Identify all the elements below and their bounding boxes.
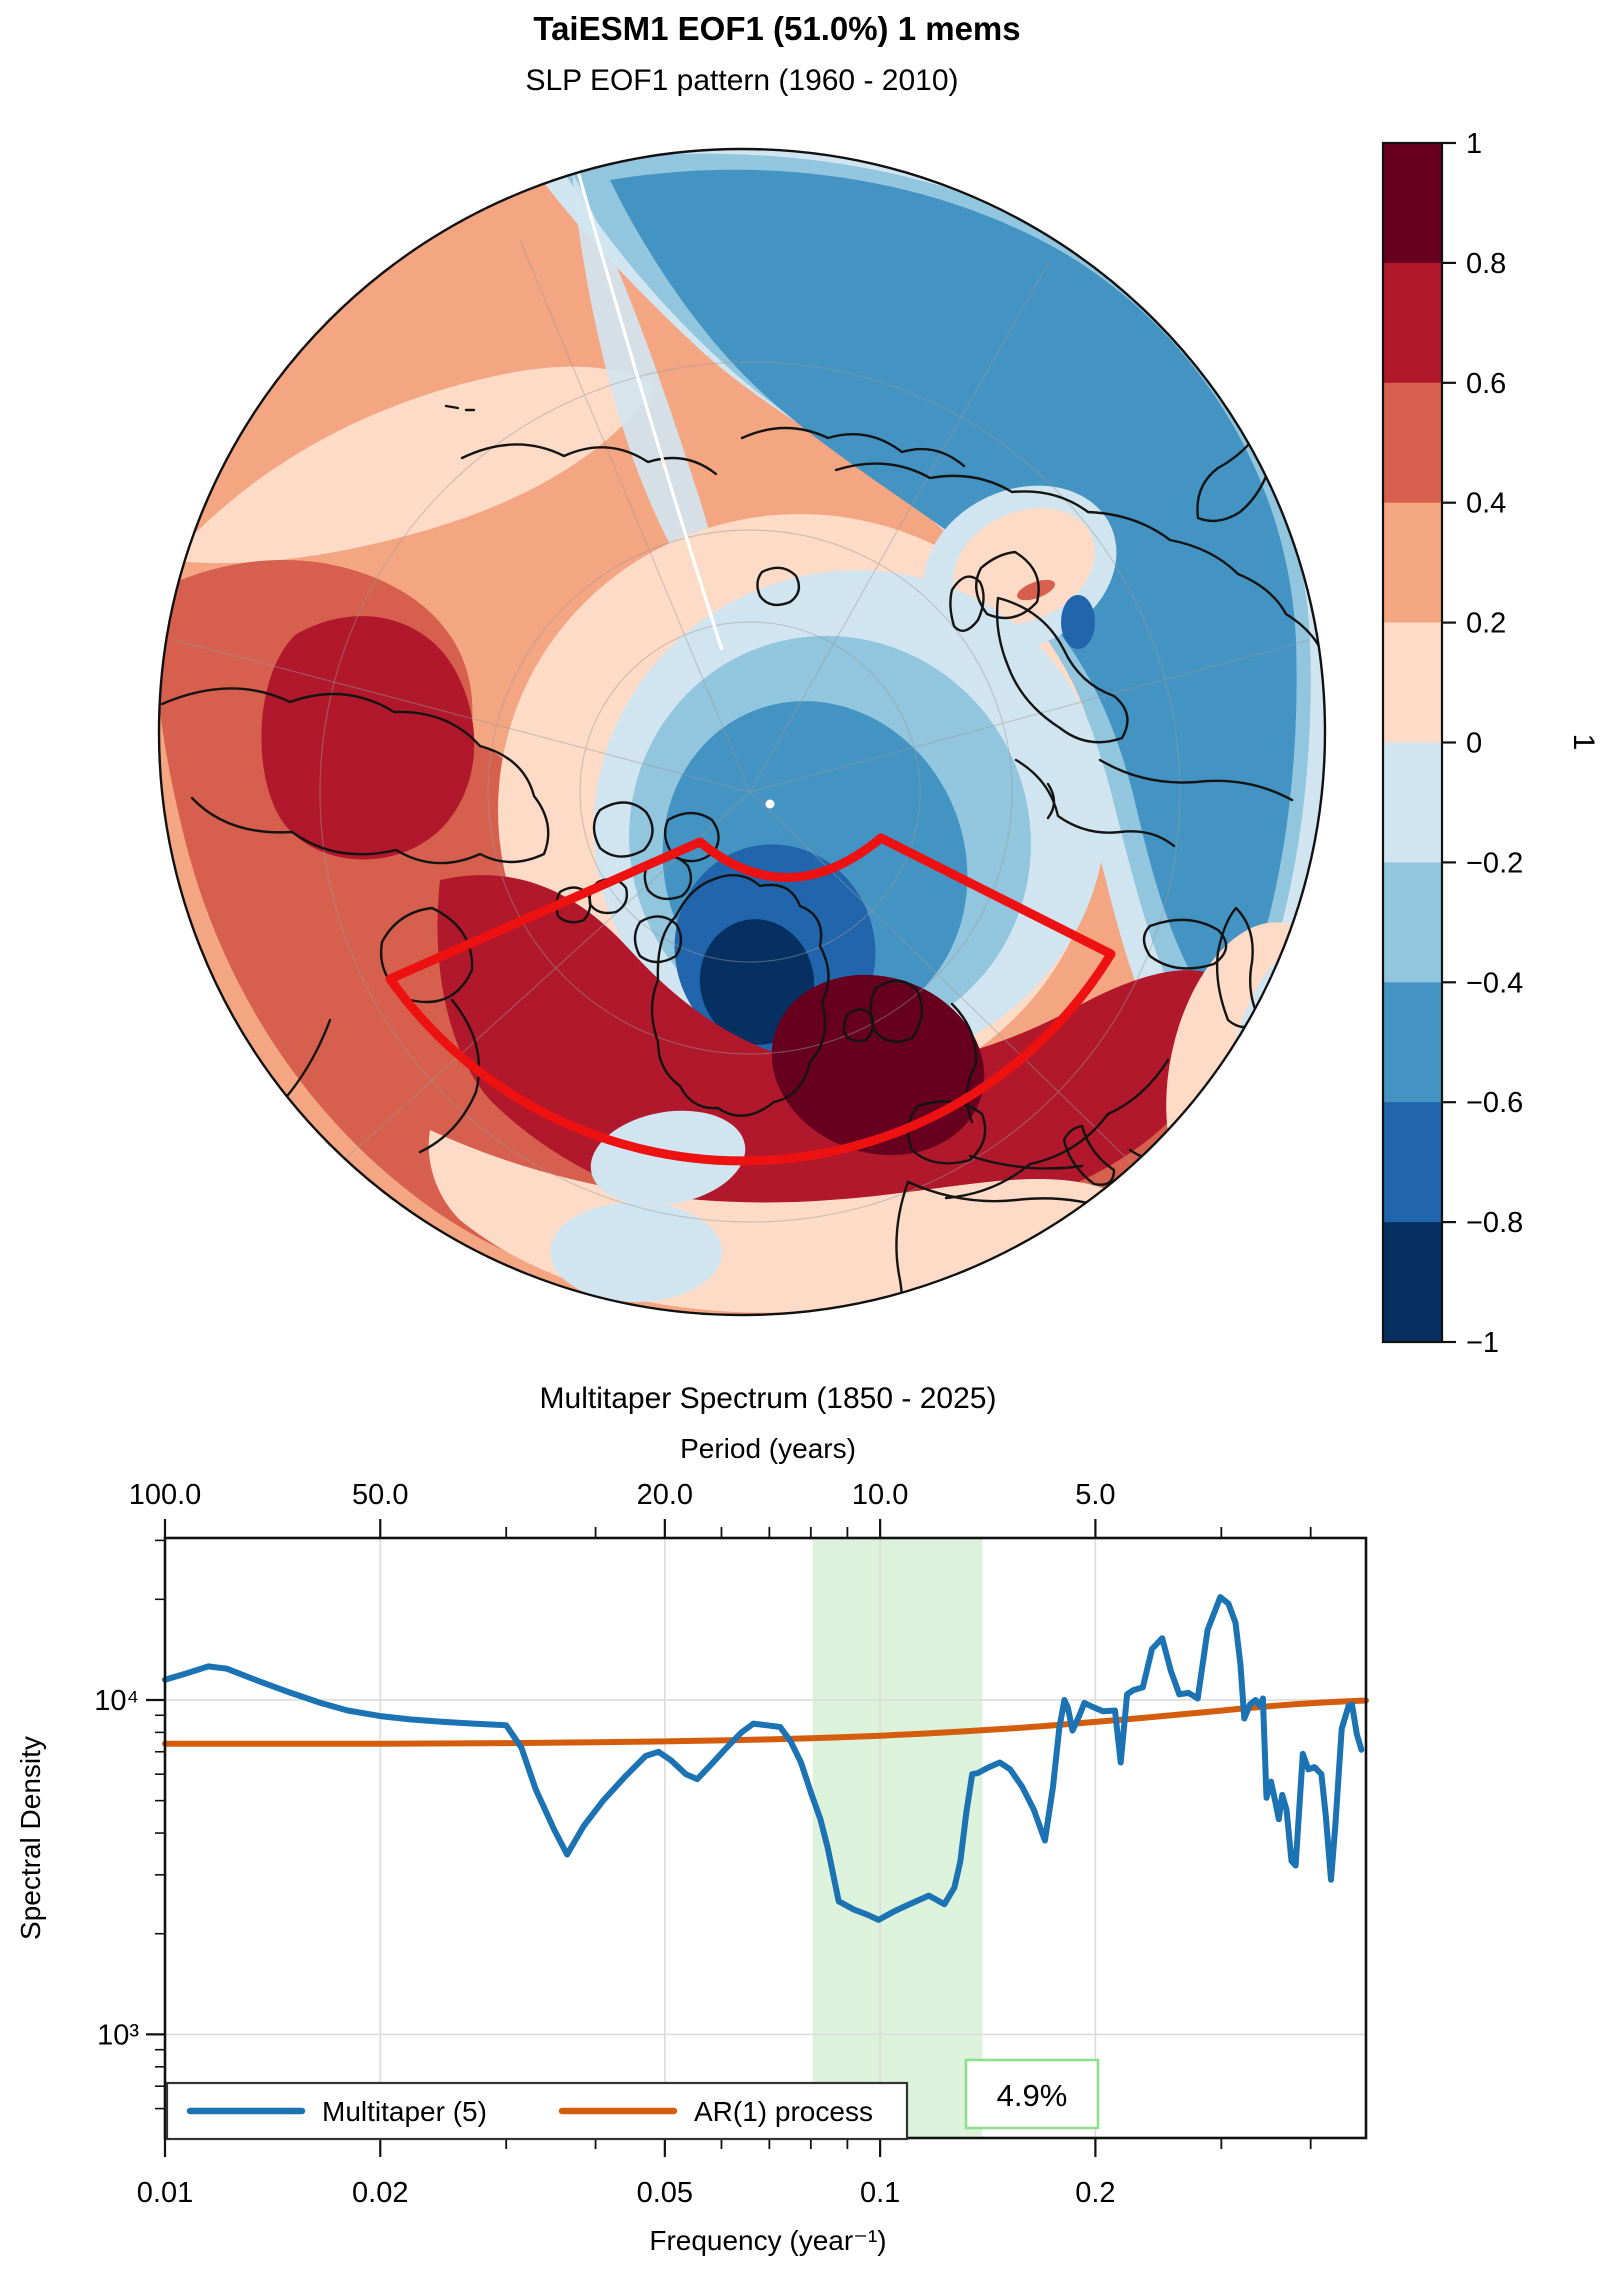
coast-denmark bbox=[1046, 782, 1056, 820]
axes-frame bbox=[163, 1536, 1368, 2140]
colorbar-segment bbox=[1383, 982, 1442, 1103]
coast-ireland bbox=[842, 1008, 875, 1043]
colorbar-segment bbox=[1383, 1102, 1442, 1223]
legend-label-multitaper: Multitaper (5) bbox=[322, 2096, 487, 2127]
x-tick-label: 0.02 bbox=[352, 2177, 408, 2209]
coast-islands-nw bbox=[444, 404, 476, 412]
colorbar-tick-label: −0.4 bbox=[1466, 967, 1523, 999]
map-title: SLP EOF1 pattern (1960 - 2010) bbox=[525, 64, 959, 97]
series-line-ar-1-process bbox=[162, 1697, 1369, 1747]
top-tick-label: 100.0 bbox=[129, 1479, 202, 1511]
colorbar-segment bbox=[1383, 622, 1442, 744]
coast-whitesea bbox=[975, 550, 1040, 620]
coast-labrador bbox=[418, 998, 481, 1154]
x-axis-label: Frequency (year⁻¹) bbox=[649, 2225, 886, 2256]
coast-svalbard bbox=[756, 566, 801, 607]
coast-scandinavia bbox=[995, 596, 1129, 744]
map-border-circle bbox=[157, 147, 1327, 1317]
y-axis-label: Spectral Density bbox=[15, 1736, 46, 1940]
band-label: 4.9% bbox=[997, 2078, 1068, 2113]
pole-marker-dot bbox=[765, 799, 775, 809]
contour-red-dash-russia bbox=[1017, 579, 1055, 601]
coast-chukotka bbox=[740, 426, 966, 468]
colorbar-tick-label: 0.8 bbox=[1466, 248, 1506, 280]
colorbar-tick-label: 0 bbox=[1466, 728, 1482, 760]
top-tick-label: 5.0 bbox=[1075, 1479, 1115, 1511]
eof-map-panel: 1 0.8 0.6 0.4 0.2 0 −0.2 −0.4 −0.6 −0.8 −1 1 bbox=[157, 128, 1600, 1359]
colorbar-axis-label: 1 bbox=[1567, 734, 1600, 751]
meridian-gap-line bbox=[570, 149, 724, 651]
spectrum-panel: Multitaper Spectrum (1850 - 2025) Period… bbox=[15, 1382, 1369, 2256]
spectrum-title: Multitaper Spectrum (1850 - 2025) bbox=[540, 1382, 997, 1415]
contour-peach-patch-russia bbox=[953, 507, 1095, 625]
coast-caa-1 bbox=[592, 801, 654, 858]
series-line-multitaper-5- bbox=[162, 1594, 1365, 1923]
colorbar-segment bbox=[1383, 862, 1442, 983]
contour-blue-main-ne bbox=[610, 169, 1297, 1026]
x-tick-label: 0.1 bbox=[860, 2177, 900, 2209]
colorbar-tick-label: 0.4 bbox=[1466, 488, 1506, 520]
coast-arabia bbox=[944, 1058, 1170, 1200]
coast-alaska bbox=[460, 443, 718, 476]
coast-canada bbox=[160, 687, 550, 865]
top-tick-label: 20.0 bbox=[637, 1479, 693, 1511]
coast-caa-4 bbox=[633, 915, 683, 964]
y-tick-label: 10⁴ bbox=[94, 1685, 139, 1717]
figure-title: TaiESM1 EOF1 (51.0%) 1 mems bbox=[533, 10, 1021, 47]
coast-russia-south bbox=[1098, 758, 1294, 802]
colorbar-tick-label: −0.6 bbox=[1466, 1087, 1523, 1119]
contour-darkblue-spot bbox=[1061, 595, 1095, 649]
coast-siberia bbox=[834, 462, 1324, 654]
significance-band bbox=[812, 1538, 983, 2138]
colorbar-tick-label: −1 bbox=[1466, 1327, 1499, 1359]
spectrum-plot-area: 0.01 0.02 0.05 0.1 0.2 100.0 50.0 20.0 10.0 5.0 10… bbox=[94, 1479, 1369, 2209]
x-tick-label: 0.05 bbox=[637, 2177, 693, 2209]
contour-paleblue-south-2 bbox=[550, 1202, 722, 1302]
colorbar-tick-label: −0.8 bbox=[1466, 1207, 1523, 1239]
colorbar-segment bbox=[1383, 382, 1442, 504]
map-contour-field bbox=[159, 149, 1325, 1315]
coast-caa-2 bbox=[643, 854, 693, 901]
colorbar-tick-label: 1 bbox=[1466, 128, 1482, 160]
graticule bbox=[174, 239, 1311, 1223]
x-tick-label: 0.01 bbox=[137, 2177, 193, 2209]
y-tick-label: 10³ bbox=[97, 2019, 139, 2051]
legend-label-ar1: AR(1) process bbox=[694, 2096, 873, 2127]
colorbar-tick-label: −0.2 bbox=[1466, 847, 1523, 879]
colorbar-tick-label: 0.6 bbox=[1466, 368, 1506, 400]
contour-crimson-west bbox=[261, 616, 475, 860]
coast-sevzemlya bbox=[949, 575, 985, 632]
colorbar-segment bbox=[1383, 742, 1442, 863]
top-axis-label: Period (years) bbox=[680, 1433, 856, 1464]
coast-france bbox=[950, 1002, 978, 1124]
coast-baltic bbox=[1014, 758, 1176, 848]
analysis-region-outline bbox=[385, 833, 1116, 1166]
colorbar-segment bbox=[1383, 1222, 1442, 1343]
colorbar-segment bbox=[1383, 502, 1442, 624]
coast-blacksea bbox=[1142, 918, 1228, 970]
top-tick-label: 10.0 bbox=[852, 1479, 908, 1511]
band-label-box bbox=[964, 2058, 1100, 2130]
contour-blue-se bbox=[1293, 996, 1325, 1134]
colorbar-segment bbox=[1383, 143, 1442, 264]
colorbar-segment bbox=[1383, 262, 1442, 384]
contour-mid-se bbox=[1267, 971, 1325, 1169]
top-tick-label: 50.0 bbox=[352, 1479, 408, 1511]
coast-italy bbox=[1062, 1124, 1116, 1186]
coast-greenland bbox=[650, 874, 830, 1117]
contour-peach-nw bbox=[170, 366, 656, 564]
coast-caspian bbox=[1215, 906, 1262, 1029]
colorbar: 1 0.8 0.6 0.4 0.2 0 −0.2 −0.4 −0.6 −0.8 −1 bbox=[1381, 128, 1523, 1359]
x-tick-label: 0.2 bbox=[1075, 2177, 1115, 2209]
colorbar-tick-label: 0.2 bbox=[1466, 608, 1506, 640]
